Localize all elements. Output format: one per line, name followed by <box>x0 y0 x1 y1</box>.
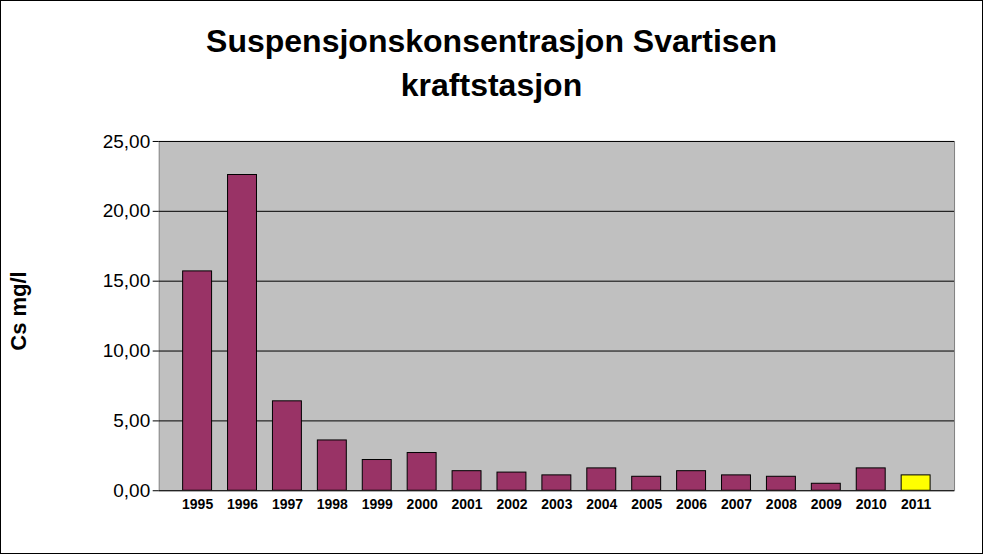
svg-text:25,00: 25,00 <box>103 131 150 152</box>
svg-text:20,00: 20,00 <box>103 200 150 221</box>
svg-text:1997: 1997 <box>272 496 303 512</box>
svg-text:2009: 2009 <box>811 496 842 512</box>
svg-text:1995: 1995 <box>182 496 213 512</box>
html-text:Cs mg/l: Cs mg/l <box>6 271 31 351</box>
svg-text:2008: 2008 <box>766 496 797 512</box>
svg-text:1996: 1996 <box>227 496 258 512</box>
svg-text:2004: 2004 <box>586 496 617 512</box>
svg-text:10,00: 10,00 <box>103 340 150 361</box>
svg-text:2001: 2001 <box>452 496 483 512</box>
html-text:Suspensjonskonsentrasjon Svart: Suspensjonskonsentrasjon Svartisen kraft… <box>206 23 777 103</box>
svg-text:2011: 2011 <box>901 496 932 512</box>
svg-text:15,00: 15,00 <box>103 270 150 291</box>
svg-text:2000: 2000 <box>407 496 438 512</box>
svg-text:2002: 2002 <box>496 496 527 512</box>
svg-text:2005: 2005 <box>631 496 662 512</box>
svg-text:2003: 2003 <box>541 496 572 512</box>
svg-text:5,00: 5,00 <box>113 410 150 431</box>
svg-text:1999: 1999 <box>362 496 393 512</box>
svg-text:1998: 1998 <box>317 496 348 512</box>
svg-text:2007: 2007 <box>721 496 752 512</box>
svg-text:2006: 2006 <box>676 496 707 512</box>
svg-text:0,00: 0,00 <box>113 480 150 501</box>
svg-text:2010: 2010 <box>856 496 887 512</box>
